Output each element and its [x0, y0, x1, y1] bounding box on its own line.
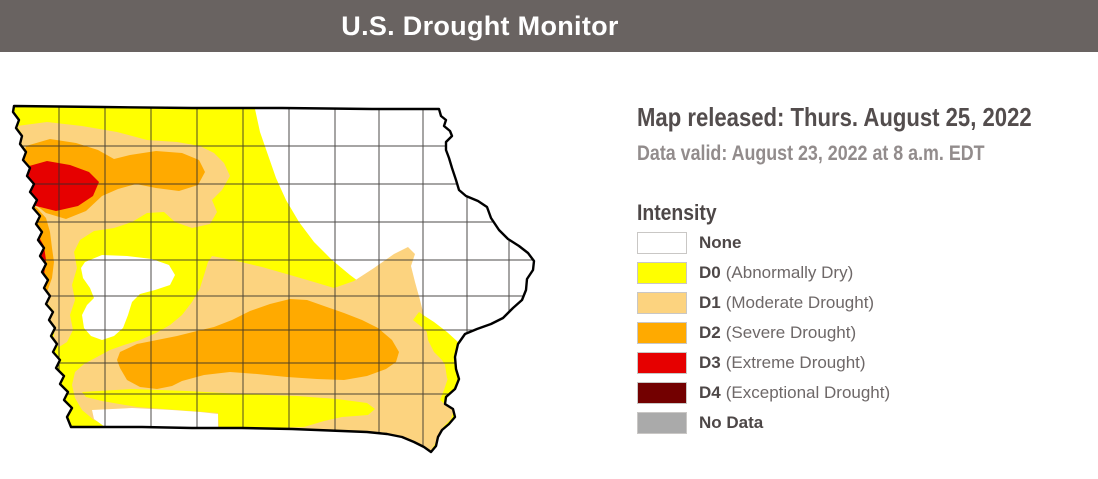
legend-swatch-d1 — [637, 292, 687, 314]
app-header: U.S. Drought Monitor — [0, 0, 1098, 52]
legend-item-nodata: No Data — [637, 412, 1087, 434]
iowa-map-svg — [11, 104, 536, 454]
data-valid-date: Data valid: August 23, 2022 at 8 a.m. ED… — [637, 142, 985, 165]
legend-code: None — [699, 233, 742, 252]
drought-region-none-northeast — [255, 109, 534, 342]
legend-label: (Moderate Drought) — [725, 293, 875, 312]
legend-swatch-none — [637, 232, 687, 254]
legend-code: D4 — [699, 383, 721, 402]
map-released-date: Map released: Thurs. August 25, 2022 — [637, 102, 1032, 132]
iowa-state-outline — [11, 104, 536, 454]
legend-label: (Extreme Drought) — [725, 353, 866, 372]
legend-item-d4: D4 (Exceptional Drought) — [637, 382, 1087, 404]
legend-item-d3: D3 (Extreme Drought) — [637, 352, 1087, 374]
legend-code: D2 — [699, 323, 721, 342]
page-title: U.S. Drought Monitor — [341, 10, 619, 41]
map-info-column: Map released: Thurs. August 25, 2022 Dat… — [637, 100, 1087, 442]
legend-code: D1 — [699, 293, 721, 312]
iowa-drought-map — [0, 95, 640, 470]
drought-region-d0-southeast-wedge — [413, 312, 458, 387]
legend-swatch-d0 — [637, 262, 687, 284]
drought-region-d0-south-band — [82, 389, 375, 428]
legend-code: D3 — [699, 353, 721, 372]
legend-item-d1: D1 (Moderate Drought) — [637, 292, 1087, 314]
legend-label: (Abnormally Dry) — [725, 263, 854, 282]
legend-swatch-nodata — [637, 412, 687, 434]
legend-item-none: None — [637, 232, 1087, 254]
legend-heading: Intensity — [637, 200, 717, 225]
legend-swatch-d2 — [637, 322, 687, 344]
legend-label: (Exceptional Drought) — [725, 383, 891, 402]
legend-swatch-d3 — [637, 352, 687, 374]
legend-code: D0 — [699, 263, 721, 282]
legend-item-d0: D0 (Abnormally Dry) — [637, 262, 1087, 284]
legend-code: No Data — [699, 413, 764, 432]
drought-region-none-bottom-strip — [92, 408, 218, 428]
legend-label: (Severe Drought) — [725, 323, 857, 342]
legend-item-d2: D2 (Severe Drought) — [637, 322, 1087, 344]
intensity-legend: None D0 (Abnormally Dry) D1 (Moderate Dr… — [637, 232, 1087, 434]
legend-swatch-d4 — [637, 382, 687, 404]
drought-region-d2-central-south — [117, 299, 399, 389]
